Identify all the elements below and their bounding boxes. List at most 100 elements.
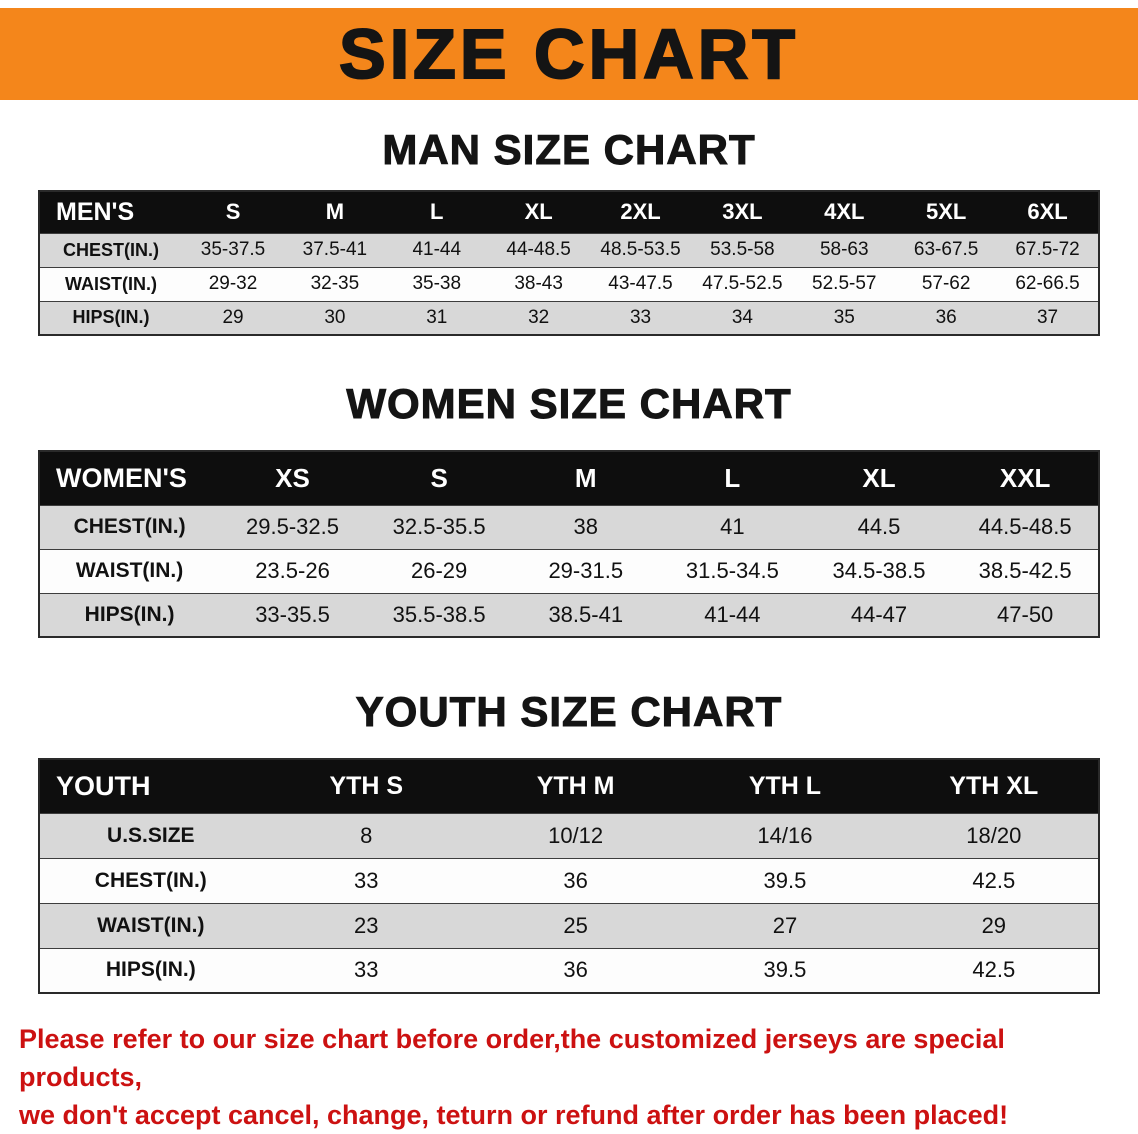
size-header-cell: YTH M — [470, 759, 681, 813]
value-cell: 62-66.5 — [997, 266, 1099, 301]
row-label-cell: WAIST(IN.) — [39, 548, 220, 593]
value-cell: 29.5-32.5 — [219, 504, 366, 549]
value-cell: 44.5-48.5 — [952, 504, 1099, 549]
value-cell: 29-32 — [182, 266, 284, 301]
value-cell: 27 — [680, 902, 890, 948]
value-cell: 47-50 — [952, 592, 1099, 637]
row-label-cell: CHEST(IN.) — [39, 504, 220, 549]
value-cell: 8 — [261, 812, 471, 858]
value-cell: 35.5-38.5 — [365, 592, 513, 637]
row-label-cell: CHEST(IN.) — [39, 232, 183, 267]
value-cell: 41-44 — [385, 232, 488, 267]
size-header-cell: L — [659, 451, 806, 505]
value-cell: 39.5 — [680, 947, 890, 993]
value-cell: 10/12 — [470, 812, 681, 858]
measurement-row: U.S.SIZE 8 10/12 14/16 18/20 — [39, 812, 1099, 858]
value-cell: 43-47.5 — [589, 266, 692, 301]
value-cell: 34.5-38.5 — [805, 548, 953, 593]
measurement-row: WAIST(IN.) 23.5-26 26-29 29-31.5 31.5-34.5 34… — [39, 548, 1099, 593]
measurement-row: HIPS(IN.) 29 30 31 32 33 34 35 36 37 — [39, 300, 1099, 335]
size-header-cell: XL — [805, 451, 953, 505]
value-cell: 35-38 — [385, 266, 488, 301]
value-cell: 32.5-35.5 — [365, 504, 513, 549]
value-cell: 29-31.5 — [512, 548, 660, 593]
row-label-cell: HIPS(IN.) — [39, 592, 220, 637]
row-label-cell: WAIST(IN.) — [39, 266, 183, 301]
value-cell: 31 — [385, 300, 488, 335]
value-cell: 25 — [470, 902, 681, 948]
man-size-chart-section: MAN SIZE CHART MEN'S S M L XL 2XL 3XL 4XL 5XL 6XL… — [0, 126, 1138, 336]
value-cell: 48.5-53.5 — [589, 232, 692, 267]
value-cell: 38.5-42.5 — [952, 548, 1099, 593]
size-header-cell: XXL — [952, 451, 1099, 505]
value-cell: 34 — [691, 300, 794, 335]
value-cell: 36 — [470, 857, 681, 903]
size-header-row: WOMEN'S XS S M L XL XXL — [39, 451, 1099, 505]
measurement-row: CHEST(IN.) 33 36 39.5 42.5 — [39, 857, 1099, 903]
category-header-cell: MEN'S — [39, 191, 183, 233]
women-size-table: WOMEN'S XS S M L XL XXL CHEST(IN.) 29.5-32.5 32.5… — [38, 450, 1100, 638]
value-cell: 33-35.5 — [219, 592, 366, 637]
size-header-cell: M — [283, 191, 386, 233]
banner: SIZE CHART — [0, 8, 1138, 100]
value-cell: 36 — [895, 300, 998, 335]
value-cell: 18/20 — [889, 812, 1099, 858]
value-cell: 38 — [512, 504, 660, 549]
value-cell: 47.5-52.5 — [691, 266, 794, 301]
value-cell: 52.5-57 — [793, 266, 896, 301]
value-cell: 32 — [487, 300, 590, 335]
measurement-row: HIPS(IN.) 33 36 39.5 42.5 — [39, 947, 1099, 993]
size-header-cell: 5XL — [895, 191, 998, 233]
value-cell: 35-37.5 — [182, 232, 284, 267]
row-label-cell: U.S.SIZE — [39, 812, 262, 858]
size-header-cell: 3XL — [691, 191, 794, 233]
value-cell: 58-63 — [793, 232, 896, 267]
size-header-row: YOUTH YTH S YTH M YTH L YTH XL — [39, 759, 1099, 813]
youth-size-table: YOUTH YTH S YTH M YTH L YTH XL U.S.SIZE 8 10/12… — [38, 758, 1100, 994]
value-cell: 41 — [659, 504, 806, 549]
row-label-cell: HIPS(IN.) — [39, 947, 262, 993]
row-label-cell: WAIST(IN.) — [39, 902, 262, 948]
row-label-cell: CHEST(IN.) — [39, 857, 262, 903]
row-label-cell: HIPS(IN.) — [39, 300, 183, 335]
value-cell: 23 — [261, 902, 471, 948]
value-cell: 33 — [589, 300, 692, 335]
women-size-chart-title: WOMEN SIZE CHART — [346, 380, 792, 428]
measurement-row: WAIST(IN.) 29-32 32-35 35-38 38-43 43-47.5 47.… — [39, 266, 1099, 301]
value-cell: 37 — [997, 300, 1099, 335]
category-header-cell: YOUTH — [39, 759, 262, 813]
measurement-row: HIPS(IN.) 33-35.5 35.5-38.5 38.5-41 41-44 44-… — [39, 592, 1099, 637]
value-cell: 33 — [261, 947, 471, 993]
size-header-row: MEN'S S M L XL 2XL 3XL 4XL 5XL 6XL — [39, 191, 1099, 233]
size-header-cell: YTH L — [680, 759, 890, 813]
value-cell: 32-35 — [283, 266, 386, 301]
value-cell: 29 — [182, 300, 284, 335]
size-header-cell: S — [365, 451, 513, 505]
size-header-cell: YTH XL — [889, 759, 1099, 813]
value-cell: 67.5-72 — [997, 232, 1099, 267]
value-cell: 53.5-58 — [691, 232, 794, 267]
value-cell: 41-44 — [659, 592, 806, 637]
value-cell: 44-48.5 — [487, 232, 590, 267]
value-cell: 44.5 — [805, 504, 953, 549]
size-header-cell: 4XL — [793, 191, 896, 233]
value-cell: 23.5-26 — [219, 548, 366, 593]
measurement-row: CHEST(IN.) 35-37.5 37.5-41 41-44 44-48.5 48.5… — [39, 232, 1099, 267]
value-cell: 38-43 — [487, 266, 590, 301]
value-cell: 57-62 — [895, 266, 998, 301]
value-cell: 14/16 — [680, 812, 890, 858]
page-title: SIZE CHART — [338, 14, 799, 94]
value-cell: 42.5 — [889, 857, 1099, 903]
value-cell: 63-67.5 — [895, 232, 998, 267]
value-cell: 37.5-41 — [283, 232, 386, 267]
disclaimer-line-1: Please refer to our size chart before or… — [19, 1024, 1005, 1092]
size-header-cell: XS — [219, 451, 366, 505]
value-cell: 44-47 — [805, 592, 953, 637]
women-size-chart-section: WOMEN SIZE CHART WOMEN'S XS S M L XL XXL CHEST(… — [0, 380, 1138, 638]
size-header-cell: YTH S — [261, 759, 471, 813]
size-header-cell: XL — [487, 191, 590, 233]
value-cell: 42.5 — [889, 947, 1099, 993]
value-cell: 33 — [261, 857, 471, 903]
man-size-table: MEN'S S M L XL 2XL 3XL 4XL 5XL 6XL CHEST(IN.) 35-37… — [38, 190, 1100, 336]
value-cell: 31.5-34.5 — [659, 548, 806, 593]
